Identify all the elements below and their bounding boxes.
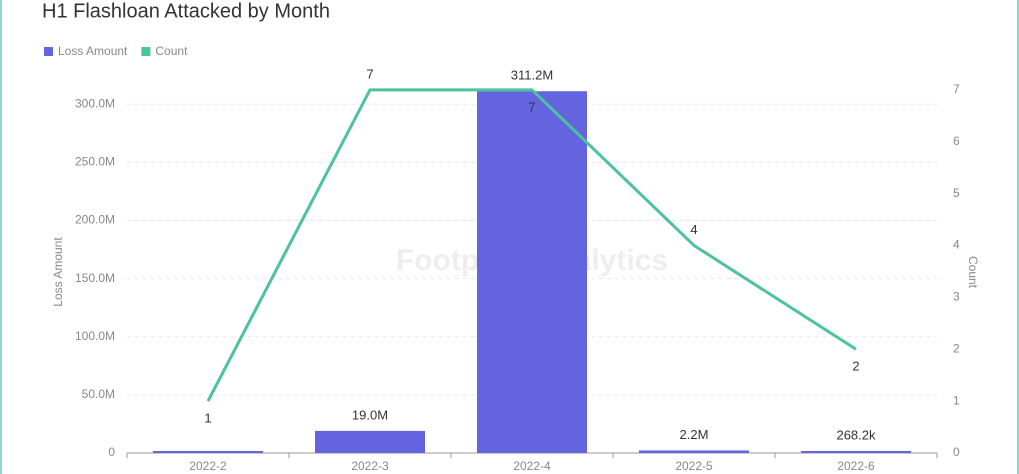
y-axis-title: Loss Amount xyxy=(51,237,65,307)
y2-tick-label: 3 xyxy=(953,290,960,304)
bar xyxy=(801,451,911,453)
line-value-label: 7 xyxy=(528,99,535,114)
bar xyxy=(153,451,263,453)
line-value-label: 4 xyxy=(690,222,697,237)
bar-value-label: 311.2M xyxy=(511,68,553,83)
legend-swatch xyxy=(141,47,151,56)
y2-tick-label: 2 xyxy=(953,341,960,355)
legend-label: Loss Amount xyxy=(58,44,128,58)
y-tick-label: 250.0M xyxy=(75,155,115,169)
y2-tick-label: 5 xyxy=(953,186,960,200)
x-tick-label: 2022-5 xyxy=(675,459,713,473)
line xyxy=(206,88,857,402)
chart-title: H1 Flashloan Attacked by Month xyxy=(42,0,330,22)
bar xyxy=(477,91,587,453)
x-tick-label: 2022-4 xyxy=(513,459,551,473)
x-tick-label: 2022-2 xyxy=(189,459,227,473)
x-tick-label: 2022-6 xyxy=(837,459,875,473)
y-tick-label: 300.0M xyxy=(75,96,115,110)
y-tick-label: 150.0M xyxy=(75,271,115,285)
y-tick-label: 0 xyxy=(108,445,115,459)
line-value-label: 1 xyxy=(204,411,211,426)
y-tick-label: 100.0M xyxy=(75,329,115,343)
y2-tick-label: 7 xyxy=(953,82,960,96)
bar-value-label: 2.2M xyxy=(680,427,709,442)
y2-tick-label: 0 xyxy=(953,445,960,459)
y2-tick-label: 1 xyxy=(953,393,960,407)
y-tick-label: 50.0M xyxy=(82,387,115,401)
x-tick-label: 2022-3 xyxy=(351,459,389,473)
legend-label: Count xyxy=(155,44,188,58)
bar-value-label: 19.0M xyxy=(352,407,388,422)
legend-swatch xyxy=(44,47,53,56)
y2-tick-label: 4 xyxy=(953,238,960,252)
bar xyxy=(639,450,749,453)
line-value-label: 2 xyxy=(852,359,859,374)
y2-tick-label: 6 xyxy=(953,134,960,148)
line-value-label: 7 xyxy=(366,66,373,81)
bar xyxy=(315,430,425,453)
y-tick-label: 200.0M xyxy=(75,213,115,227)
bar-value-label: 268.2k xyxy=(836,427,876,442)
y2-axis-title: Count xyxy=(966,256,980,289)
